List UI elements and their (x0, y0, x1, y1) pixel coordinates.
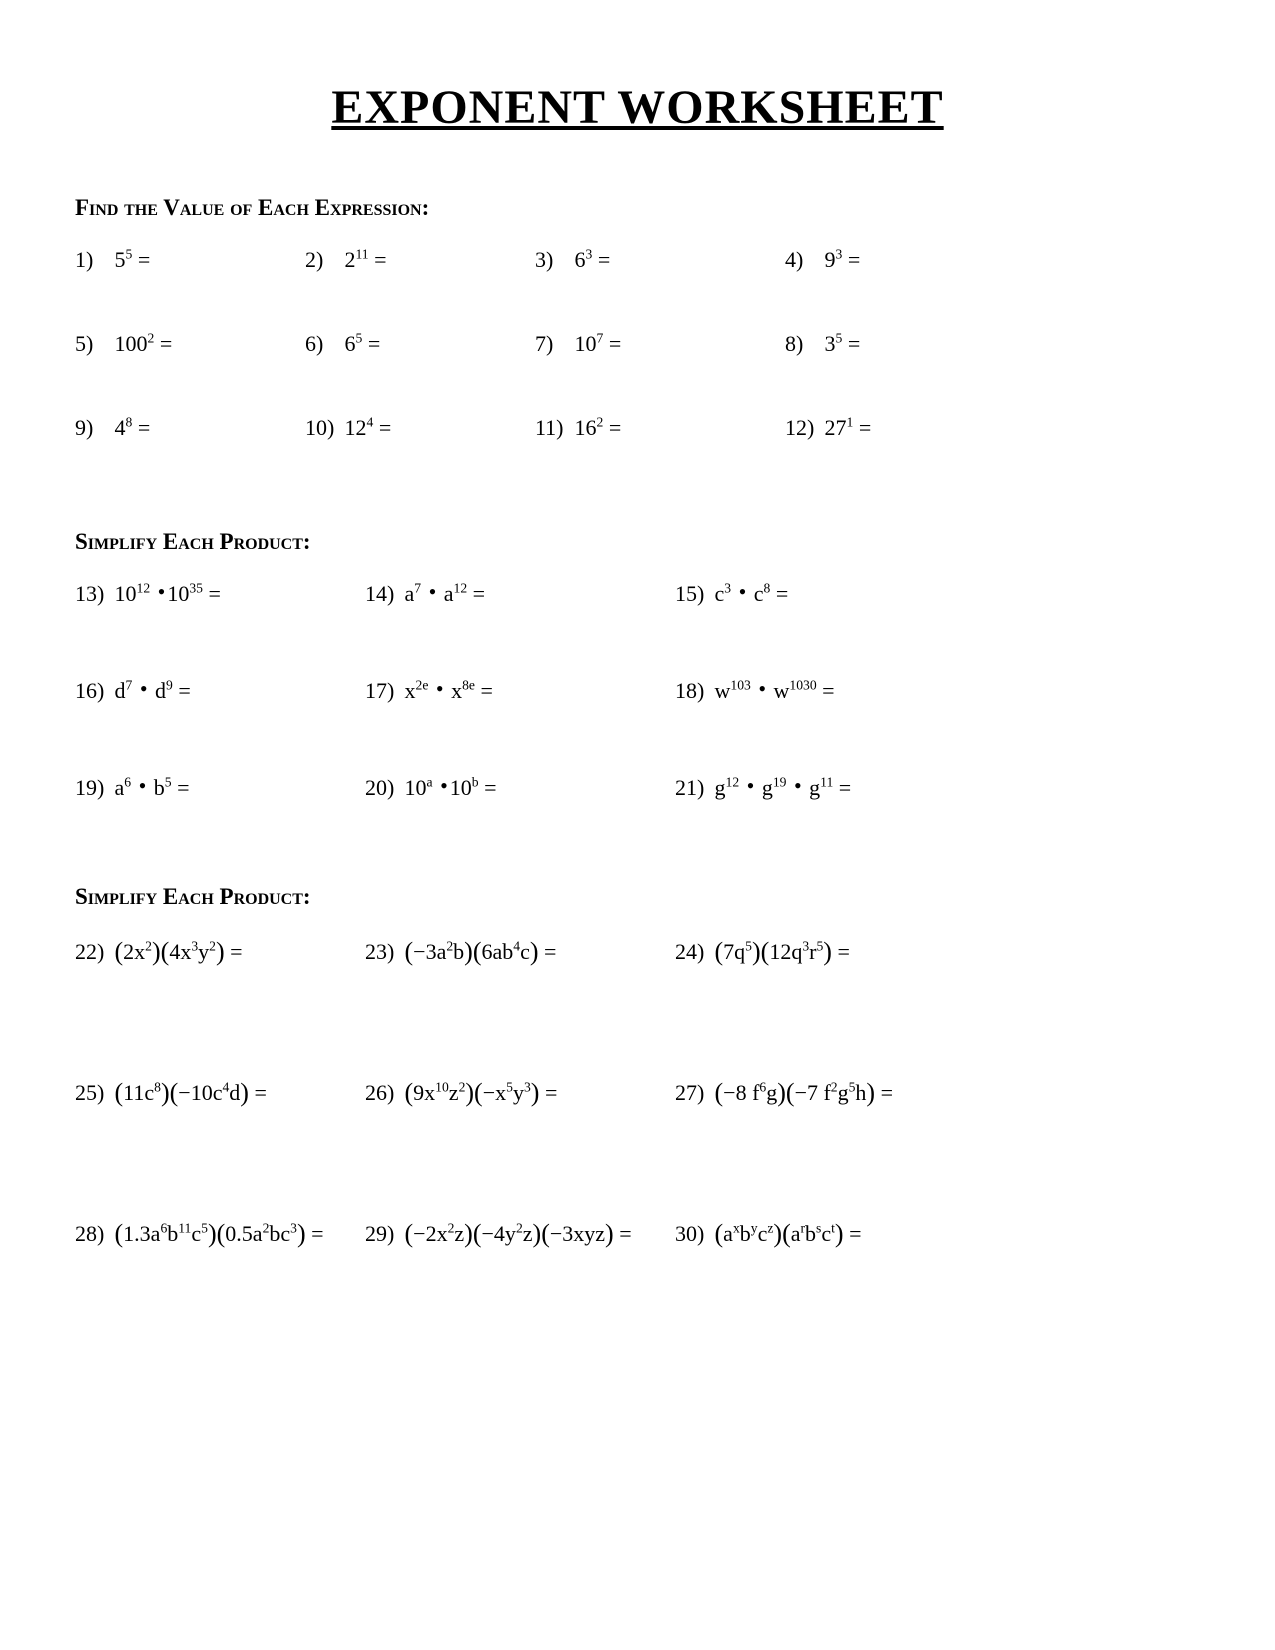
problem-number: 23) (365, 941, 399, 963)
problem: 27) (−8 f6g)(−7 f2g5h) = (675, 1079, 1200, 1105)
problem: 28) (1.3a6b11c5)(0.5a2bc3) = (75, 1220, 365, 1246)
problem-number: 16) (75, 680, 109, 702)
problem: 12) 271 = (785, 417, 1200, 439)
problem: 4) 93 = (785, 249, 1200, 271)
problem-expression: a6 • b5 = (109, 775, 190, 800)
problem-expression: (−8 f6g)(−7 f2g5h) = (709, 1080, 893, 1105)
problem-expression: (2x2)(4x3y2) = (109, 939, 243, 964)
problem: 2) 211 = (305, 249, 535, 271)
problem-expression: 271 = (819, 415, 871, 440)
problem: 24) (7q5)(12q3r5) = (675, 938, 1200, 964)
problem: 10) 124 = (305, 417, 535, 439)
problem: 21) g12 • g19 • g11 = (675, 777, 1200, 799)
problem-number: 10) (305, 417, 339, 439)
problem-number: 25) (75, 1082, 109, 1104)
problem-number: 7) (535, 333, 569, 355)
problem-number: 24) (675, 941, 709, 963)
problem: 5) 1002 = (75, 333, 305, 355)
problem-number: 15) (675, 583, 709, 605)
problem-expression: 63 = (569, 247, 610, 272)
problem-expression: 35 = (819, 331, 860, 356)
problem-number: 29) (365, 1223, 399, 1245)
problem: 29) (−2x2z)(−4y2z)(−3xyz) = (365, 1220, 675, 1246)
problem: 19) a6 • b5 = (75, 777, 365, 799)
problem: 15) c3 • c8 = (675, 583, 1200, 605)
problem-number: 20) (365, 777, 399, 799)
problem-grid-2: 13) 1012 •1035 =14) a7 • a12 =15) c3 • c… (75, 583, 1200, 799)
page-title: EXPONENT WORKSHEET (75, 80, 1200, 135)
section-heading-3: Simplify Each Product: (75, 884, 1200, 910)
problem: 3) 63 = (535, 249, 785, 271)
section-heading-1: Find the Value of Each Expression: (75, 195, 1200, 221)
problem-number: 17) (365, 680, 399, 702)
problem-expression: 65 = (339, 331, 380, 356)
problem-expression: x2e • x8e = (399, 678, 493, 703)
problem-expression: 1012 •1035 = (109, 581, 221, 606)
problem: 1) 55 = (75, 249, 305, 271)
problem-expression: 211 = (339, 247, 387, 272)
problem-number: 18) (675, 680, 709, 702)
problem-number: 14) (365, 583, 399, 605)
problem-number: 22) (75, 941, 109, 963)
problem: 13) 1012 •1035 = (75, 583, 365, 605)
problem-grid-3: 22) (2x2)(4x3y2) =23) (−3a2b)(6ab4c) =24… (75, 938, 1200, 1246)
problem: 9) 48 = (75, 417, 305, 439)
problem-expression: 162 = (569, 415, 621, 440)
problem-expression: (1.3a6b11c5)(0.5a2bc3) = (109, 1221, 324, 1246)
problem-expression: (−3a2b)(6ab4c) = (399, 939, 556, 964)
problem: 6) 65 = (305, 333, 535, 355)
problem: 20) 10a •10b = (365, 777, 675, 799)
problem-number: 9) (75, 417, 109, 439)
problem: 23) (−3a2b)(6ab4c) = (365, 938, 675, 964)
problem-expression: 93 = (819, 247, 860, 272)
problem-number: 5) (75, 333, 109, 355)
problem: 16) d7 • d9 = (75, 680, 365, 702)
problem: 14) a7 • a12 = (365, 583, 675, 605)
problem-number: 3) (535, 249, 569, 271)
problem-number: 8) (785, 333, 819, 355)
problem: 17) x2e • x8e = (365, 680, 675, 702)
problem-expression: (−2x2z)(−4y2z)(−3xyz) = (399, 1221, 632, 1246)
problem-number: 1) (75, 249, 109, 271)
problem: 7) 107 = (535, 333, 785, 355)
problem-expression: 124 = (339, 415, 391, 440)
problem-expression: d7 • d9 = (109, 678, 191, 703)
problem-expression: 10a •10b = (399, 775, 497, 800)
problem: 11) 162 = (535, 417, 785, 439)
problem-expression: a7 • a12 = (399, 581, 485, 606)
problem-number: 19) (75, 777, 109, 799)
problem-expression: (7q5)(12q3r5) = (709, 939, 850, 964)
section-heading-2: Simplify Each Product: (75, 529, 1200, 555)
problem-number: 13) (75, 583, 109, 605)
problem-number: 26) (365, 1082, 399, 1104)
problem-expression: (9x10z2)(−x5y3) = (399, 1080, 557, 1105)
problem-expression: 1002 = (109, 331, 172, 356)
problem: 18) w103 • w1030 = (675, 680, 1200, 702)
problem-number: 4) (785, 249, 819, 271)
problem-expression: w103 • w1030 = (709, 678, 835, 703)
problem: 22) (2x2)(4x3y2) = (75, 938, 365, 964)
problem: 8) 35 = (785, 333, 1200, 355)
problem: 30) (axbycz)(arbsct) = (675, 1220, 1200, 1246)
problem-number: 12) (785, 417, 819, 439)
problem-number: 30) (675, 1223, 709, 1245)
problem-number: 6) (305, 333, 339, 355)
problem-expression: 48 = (109, 415, 150, 440)
problem-expression: 107 = (569, 331, 621, 356)
problem-number: 2) (305, 249, 339, 271)
problem-expression: g12 • g19 • g11 = (709, 775, 851, 800)
problem-number: 28) (75, 1223, 109, 1245)
problem-number: 27) (675, 1082, 709, 1104)
problem-expression: 55 = (109, 247, 150, 272)
problem: 25) (11c8)(−10c4d) = (75, 1079, 365, 1105)
problem-number: 21) (675, 777, 709, 799)
problem: 26) (9x10z2)(−x5y3) = (365, 1079, 675, 1105)
problem-expression: (11c8)(−10c4d) = (109, 1080, 267, 1105)
problem-grid-1: 1) 55 =2) 211 =3) 63 =4) 93 =5) 1002 =6)… (75, 249, 1200, 439)
problem-number: 11) (535, 417, 569, 439)
problem-expression: (axbycz)(arbsct) = (709, 1221, 862, 1246)
worksheet-page: EXPONENT WORKSHEET Find the Value of Eac… (0, 0, 1275, 1346)
problem-expression: c3 • c8 = (709, 581, 788, 606)
